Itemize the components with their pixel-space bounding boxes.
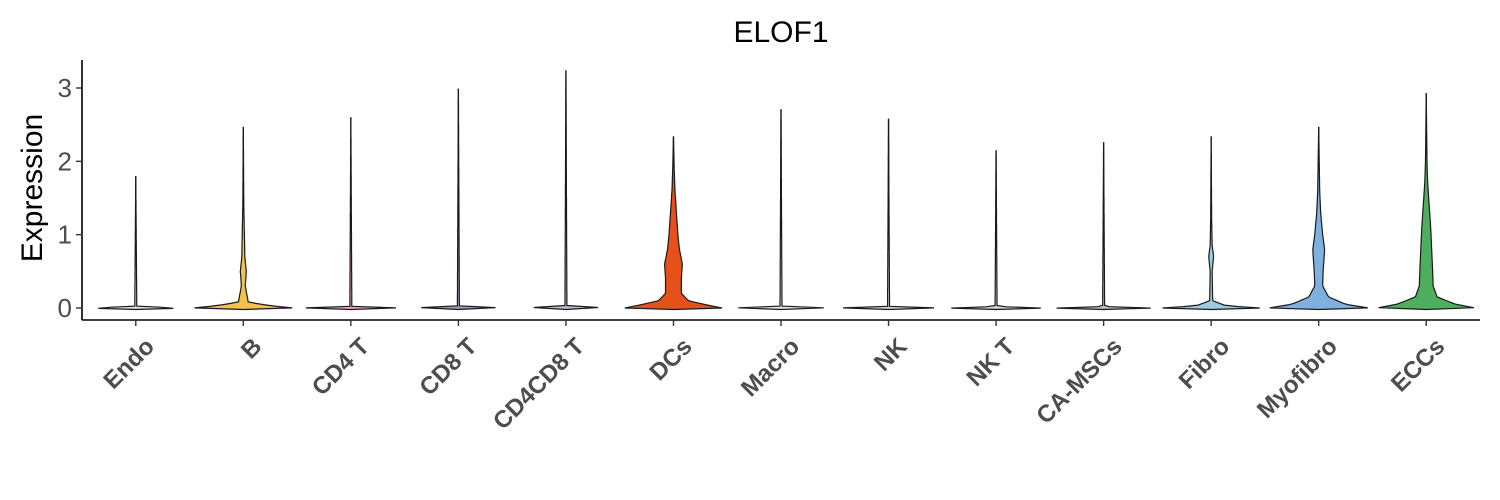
violin-body xyxy=(98,176,174,311)
x-ticks: Endo B CD4 T CD8 T CD4CD8 T DCs Macro NK NK T CA-… xyxy=(98,320,1450,435)
x-tick-label: DCs xyxy=(645,333,698,386)
x-tick-label: CD4 T xyxy=(307,333,375,401)
violin-body xyxy=(738,109,824,311)
violin-body xyxy=(533,70,599,311)
y-tick-label: 0 xyxy=(58,293,72,323)
y-axis-label: Expression xyxy=(16,114,49,262)
violin-dcs xyxy=(624,136,723,311)
x-tick-label: Endo xyxy=(98,333,160,395)
violin-body xyxy=(1378,93,1475,311)
violin-body xyxy=(1162,136,1260,311)
x-tick-label: B xyxy=(236,333,267,364)
violin-myofibro xyxy=(1269,126,1368,311)
violin-group xyxy=(98,70,1475,311)
x-tick-label: Macro xyxy=(736,333,805,402)
violin-macro xyxy=(738,109,824,311)
violin-cd4cd8-t xyxy=(533,70,599,311)
x-tick-label: Myofibro xyxy=(1252,333,1343,424)
y-tick-label: 2 xyxy=(58,146,72,176)
violin-ca-mscs xyxy=(1056,142,1151,311)
y-tick-label: 3 xyxy=(58,73,72,103)
x-tick-label: Fibro xyxy=(1174,333,1236,395)
violin-body xyxy=(194,126,293,311)
violin-cd8-t xyxy=(421,88,496,311)
violin-body xyxy=(305,117,396,311)
x-tick-label: NK xyxy=(869,333,913,377)
violin-body xyxy=(624,136,723,311)
x-tick-label: NK T xyxy=(962,333,1021,392)
violin-fibro xyxy=(1162,136,1260,311)
violin-body xyxy=(1056,142,1151,311)
violin-body xyxy=(421,88,496,311)
y-tick-label: 1 xyxy=(58,220,72,250)
y-ticks: 0 1 2 3 xyxy=(58,73,82,323)
violin-eccs xyxy=(1378,93,1475,311)
violin-body xyxy=(951,150,1041,311)
x-tick-label: CA-MSCs xyxy=(1031,333,1127,429)
violin-endo xyxy=(98,176,174,311)
violin-body xyxy=(843,118,935,311)
chart-title: ELOF1 xyxy=(733,16,828,49)
violin-b xyxy=(194,126,293,311)
violin-body xyxy=(1269,126,1368,311)
x-tick-label: ECCs xyxy=(1386,333,1450,397)
violin-cd4-t xyxy=(305,117,396,311)
violin-nk-t xyxy=(951,150,1041,311)
x-tick-label: CD4CD8 T xyxy=(488,333,590,435)
violin-nk xyxy=(843,118,935,311)
x-tick-label: CD8 T xyxy=(414,333,482,401)
